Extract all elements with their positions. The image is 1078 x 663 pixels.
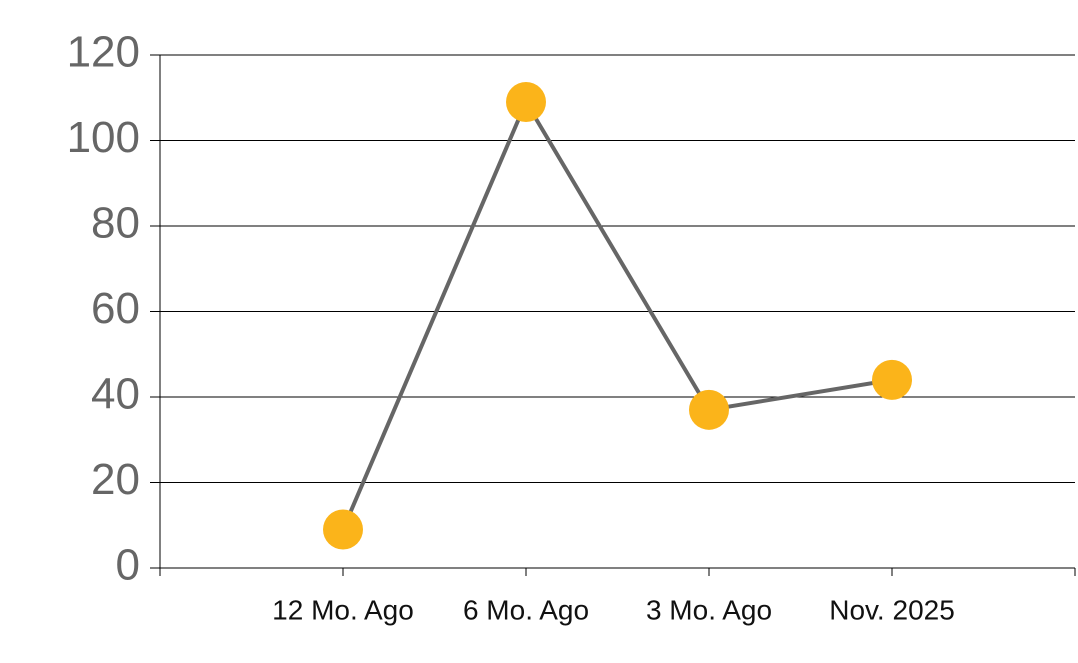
y-tick-label: 40 bbox=[91, 370, 140, 419]
marker bbox=[689, 389, 729, 430]
marker bbox=[323, 509, 363, 550]
x-tick-label: 6 Mo. Ago bbox=[463, 594, 589, 625]
y-tick-label: 100 bbox=[67, 113, 140, 162]
y-tick-label: 120 bbox=[67, 28, 140, 77]
marker bbox=[872, 359, 912, 400]
x-tick-label: 12 Mo. Ago bbox=[272, 594, 414, 625]
y-tick-label: 0 bbox=[116, 541, 140, 590]
marker bbox=[506, 82, 546, 123]
x-tick-label: Nov. 2025 bbox=[829, 594, 955, 625]
line bbox=[341, 97, 893, 531]
y-tick-label: 20 bbox=[91, 455, 140, 504]
y-tick-label: 60 bbox=[91, 284, 140, 333]
x-tick-label: 3 Mo. Ago bbox=[646, 594, 772, 625]
y-tick-label: 80 bbox=[91, 199, 140, 248]
